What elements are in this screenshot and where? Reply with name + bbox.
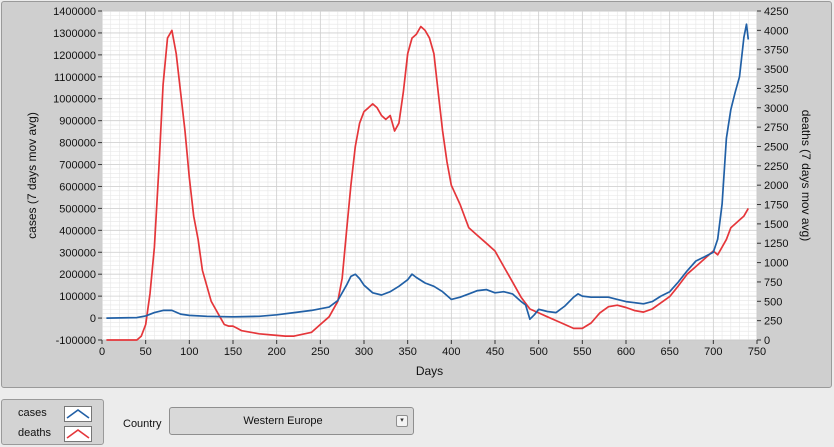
y-left-tick-label: 700000 [59, 160, 96, 172]
x-axis-label: Days [416, 364, 443, 378]
x-tick-label: 700 [704, 346, 722, 358]
country-select-value: Western Europe [243, 415, 323, 427]
x-tick-label: 550 [573, 346, 591, 358]
legend-item-deaths[interactable]: deaths [2, 424, 103, 444]
line-swatch-icon [66, 429, 90, 439]
y-right-tick-label: 750 [764, 277, 782, 289]
legend: cases deaths [1, 399, 104, 445]
y-left-tick-label: 1300000 [53, 28, 96, 40]
country-label: Country [123, 418, 162, 430]
x-tick-label: 200 [267, 346, 285, 358]
y-left-tick-label: 0 [90, 313, 96, 325]
x-tick-label: 100 [180, 346, 198, 358]
y-left-tick-label: 500000 [59, 203, 96, 215]
y-right-tick-label: 2750 [764, 122, 788, 134]
chart-panel: 0 50 100 150 200 250 300 350 400 450 500 550 600 650 7… [1, 1, 832, 388]
legend-item-cases[interactable]: cases [2, 404, 103, 424]
x-tick-label: 250 [311, 346, 329, 358]
x-tick-label: 450 [486, 346, 504, 358]
y-right-tick-label: 4250 [764, 6, 788, 18]
x-tick-label: 0 [99, 346, 105, 358]
x-tick-label: 600 [617, 346, 635, 358]
y-right-tick-label: 3250 [764, 83, 788, 95]
legend-swatch-cases[interactable] [64, 406, 92, 422]
x-tick-label: 50 [140, 346, 152, 358]
y-right-tick-label: 2000 [764, 180, 788, 192]
y-left-tick-label: 800000 [59, 138, 96, 150]
y-right-tick-label: 2500 [764, 141, 788, 153]
x-tick-label: 150 [224, 346, 242, 358]
line-swatch-icon [66, 409, 90, 419]
y-left-tick-label: 600000 [59, 181, 96, 193]
y-left-tick-label: 1000000 [53, 94, 96, 106]
y-right-tick-label: 2250 [764, 161, 788, 173]
y-right-tick-label: 1000 [764, 258, 788, 270]
legend-swatch-deaths[interactable] [64, 426, 92, 442]
x-tick-label: 500 [529, 346, 547, 358]
y-left-tick-label: 100000 [59, 291, 96, 303]
y-axis-left-label: cases (7 days mov avg) [25, 112, 39, 239]
x-tick-label: 300 [355, 346, 373, 358]
series-line-cases [106, 23, 750, 321]
x-tick-label: 350 [398, 346, 416, 358]
chevron-down-icon[interactable]: ▾ [396, 415, 408, 427]
legend-label-deaths: deaths [18, 427, 52, 439]
y-left-tick-label: 1100000 [54, 72, 96, 84]
x-tick-label: 400 [442, 346, 460, 358]
country-select[interactable]: Western Europe ▾ [169, 407, 414, 435]
x-tick-label: 750 [748, 346, 766, 358]
y-right-tick-label: 1500 [764, 219, 788, 231]
y-right-tick-label: 1250 [764, 238, 788, 250]
y-right-tick-label: 1750 [764, 200, 788, 212]
y-right-tick-label: 3500 [764, 64, 788, 76]
y-right-tick-label: 500 [764, 296, 782, 308]
y-right-tick-label: 250 [764, 316, 782, 328]
x-tick-label: 650 [660, 346, 678, 358]
chart: 0 50 100 150 200 250 300 350 400 450 500 550 600 650 7… [25, 6, 813, 378]
y-left-tick-label: 1400000 [53, 6, 96, 18]
y-right-tick-label: 0 [764, 335, 770, 347]
y-left-tick-label: 300000 [59, 247, 96, 259]
y-axis-right-label: deaths (7 days mov avg) [799, 110, 813, 241]
y-left-tick-label: 1200000 [53, 50, 96, 62]
y-left-tick-label: 900000 [59, 116, 96, 128]
y-right-tick-label: 4000 [764, 25, 788, 37]
series-line-deaths [106, 25, 750, 341]
y-left-tick-label: -100000 [56, 335, 96, 347]
legend-label-cases: cases [18, 407, 47, 419]
y-right-tick-label: 3750 [764, 45, 788, 57]
y-right-tick-label: 3000 [764, 103, 788, 115]
y-left-tick-label: 400000 [59, 225, 96, 237]
plot-area [101, 10, 758, 341]
y-left-tick-label: 200000 [59, 269, 96, 281]
